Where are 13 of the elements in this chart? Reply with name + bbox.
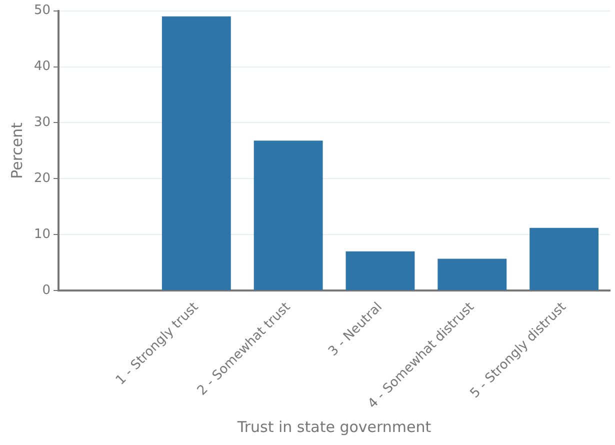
y-tick-label: 50: [34, 3, 51, 18]
bar: [530, 228, 599, 290]
bar: [254, 140, 323, 290]
y-tick-label: 40: [34, 59, 51, 74]
y-tick-label: 20: [34, 171, 51, 186]
bar: [438, 258, 507, 290]
bar: [346, 251, 415, 290]
y-tick-label: 30: [34, 115, 51, 130]
x-axis-title: Trust in state government: [236, 418, 432, 436]
y-tick-label: 0: [42, 282, 51, 298]
y-axis-title: Percent: [8, 122, 26, 179]
y-tick-label: 10: [34, 227, 51, 242]
bar: [162, 16, 231, 290]
